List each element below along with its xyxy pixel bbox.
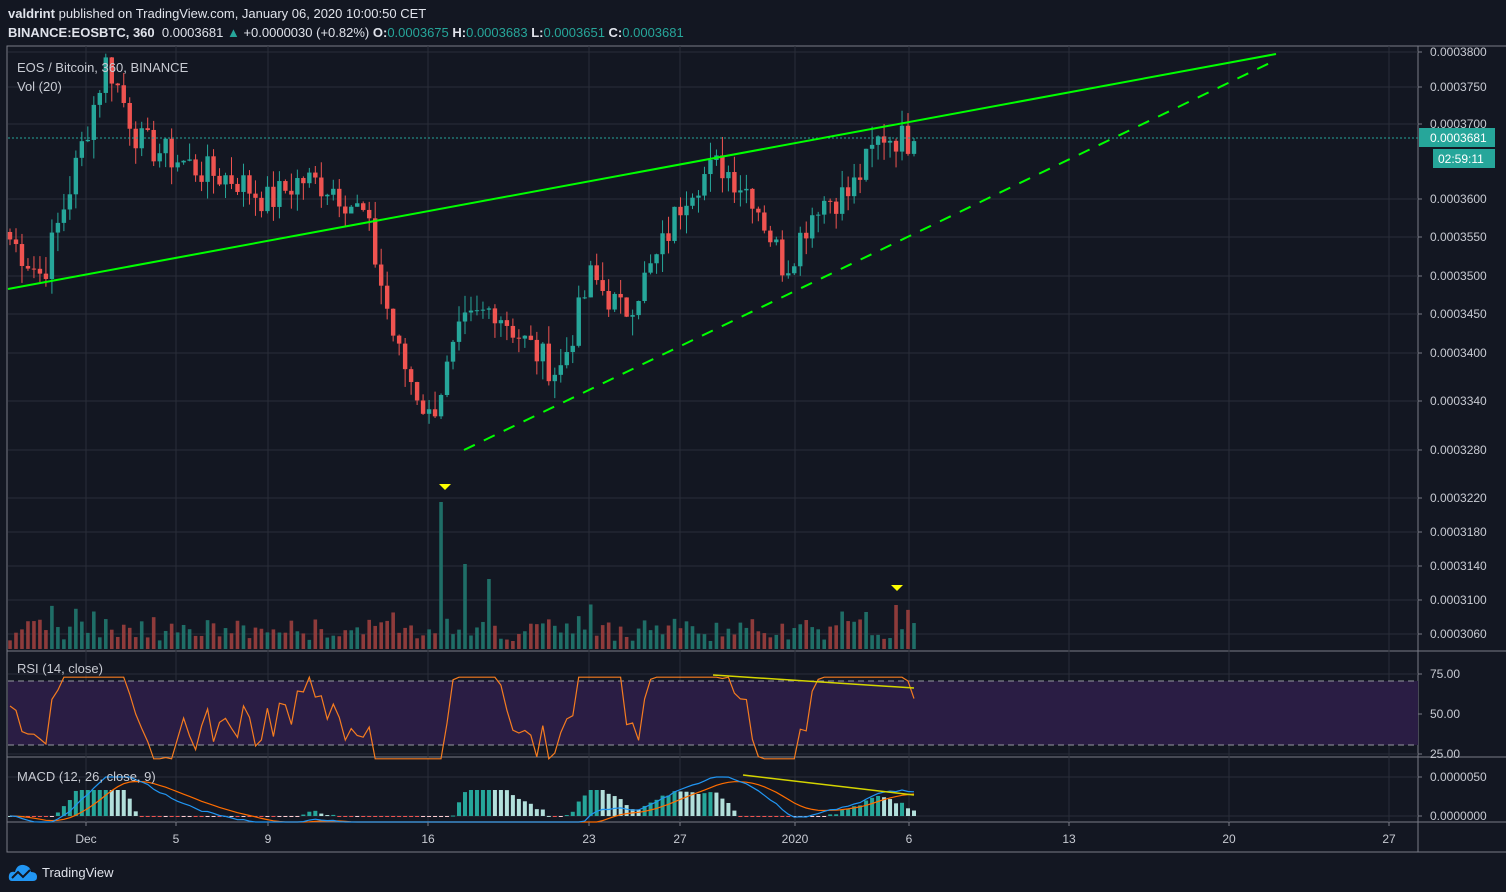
volume-spike-marker-icon xyxy=(891,585,903,591)
rsi-band xyxy=(8,681,1418,745)
volume-bars xyxy=(8,502,916,649)
rsi-divergence-line xyxy=(712,674,915,689)
tradingview-cloud-icon xyxy=(8,864,38,881)
symbol-info-bar: BINANCE:EOSBTC, 360 0.0003681 ▲ +0.00000… xyxy=(8,25,684,40)
svg-text:27: 27 xyxy=(673,832,687,846)
main-series-legend[interactable]: EOS / Bitcoin, 360, BINANCE xyxy=(17,60,189,75)
svg-text:0.0003220: 0.0003220 xyxy=(1430,491,1487,505)
support-trendline[interactable] xyxy=(463,59,1277,451)
time-axis[interactable]: Dec 5 9 16 23 27 2020 6 13 20 27 xyxy=(75,822,1396,846)
countdown-badge xyxy=(1433,149,1495,168)
macd-indicator xyxy=(8,776,916,823)
close-label: C: xyxy=(608,25,623,40)
svg-text:20: 20 xyxy=(1222,832,1236,846)
svg-text:6: 6 xyxy=(906,832,913,846)
svg-text:0.0003180: 0.0003180 xyxy=(1430,525,1487,539)
svg-text:23: 23 xyxy=(582,832,596,846)
current-price-badge-text: 0.0003681 xyxy=(1430,131,1487,145)
svg-text:0.0003100: 0.0003100 xyxy=(1430,593,1487,607)
svg-text:0.0003700: 0.0003700 xyxy=(1430,117,1487,131)
symbol-label: BINANCE:EOSBTC, 360 xyxy=(8,25,155,40)
svg-text:5: 5 xyxy=(173,832,180,846)
svg-text:0.0003280: 0.0003280 xyxy=(1430,443,1487,457)
svg-text:0.0003400: 0.0003400 xyxy=(1430,346,1487,360)
author-name: valdrint xyxy=(8,6,55,21)
svg-text:0.0000000: 0.0000000 xyxy=(1430,809,1487,823)
svg-text:0.0003500: 0.0003500 xyxy=(1430,269,1487,283)
close-value: 0.0003681 xyxy=(622,25,684,40)
svg-text:27: 27 xyxy=(1382,832,1396,846)
svg-text:0.0003450: 0.0003450 xyxy=(1430,307,1487,321)
volume-spike-marker-icon xyxy=(439,484,451,490)
rsi-line xyxy=(9,675,915,761)
last-price: 0.0003681 xyxy=(161,25,224,40)
svg-text:0.0003060: 0.0003060 xyxy=(1430,627,1487,641)
candlesticks xyxy=(7,53,917,424)
svg-text:0.0003800: 0.0003800 xyxy=(1430,45,1487,59)
countdown-badge-text: 02:59:11 xyxy=(1438,152,1484,166)
low-value: 0.0003651 xyxy=(543,25,605,40)
svg-text:13: 13 xyxy=(1062,832,1076,846)
publish-info: valdrint published on TradingView.com, J… xyxy=(8,6,426,21)
high-value: 0.0003683 xyxy=(466,25,528,40)
current-price-badge xyxy=(1419,128,1495,147)
open-label: O: xyxy=(372,25,388,40)
macd-divergence-line xyxy=(742,774,915,796)
svg-text:0.0003140: 0.0003140 xyxy=(1430,559,1487,573)
rsi-legend[interactable]: RSI (14, close) xyxy=(17,661,103,676)
svg-text:50.00: 50.00 xyxy=(1430,707,1460,721)
resistance-trendline[interactable] xyxy=(7,53,1277,290)
svg-text:0.0003750: 0.0003750 xyxy=(1430,80,1487,94)
svg-text:0.0003550: 0.0003550 xyxy=(1430,230,1487,244)
brand-name: TradingView xyxy=(42,864,114,880)
svg-text:0.0003600: 0.0003600 xyxy=(1430,192,1487,206)
macd-legend[interactable]: MACD (12, 26, close, 9) xyxy=(17,769,156,784)
open-value: 0.0003675 xyxy=(387,25,449,40)
chart-frame xyxy=(6,45,1506,853)
svg-text:16: 16 xyxy=(421,832,435,846)
volume-legend[interactable]: Vol (20) xyxy=(17,79,62,94)
svg-text:75.00: 75.00 xyxy=(1430,667,1460,681)
published-text: published on TradingView.com, January 06… xyxy=(58,6,427,21)
high-label: H: xyxy=(452,25,467,40)
tradingview-logo[interactable]: TradingView xyxy=(8,862,114,882)
svg-text:9: 9 xyxy=(265,832,272,846)
svg-text:25.00: 25.00 xyxy=(1430,747,1460,761)
svg-text:2020: 2020 xyxy=(782,832,809,846)
svg-text:0.0000050: 0.0000050 xyxy=(1430,770,1487,784)
price-scale[interactable]: 0.0003800 0.0003750 0.0003700 0.0003600 0.00… xyxy=(1418,45,1487,823)
triangle-up-icon: ▲ xyxy=(226,25,240,40)
svg-text:Dec: Dec xyxy=(75,832,96,846)
low-label: L: xyxy=(531,25,544,40)
price-change: +0.0000030 (+0.82%) xyxy=(243,25,370,40)
svg-text:0.0003340: 0.0003340 xyxy=(1430,394,1487,408)
